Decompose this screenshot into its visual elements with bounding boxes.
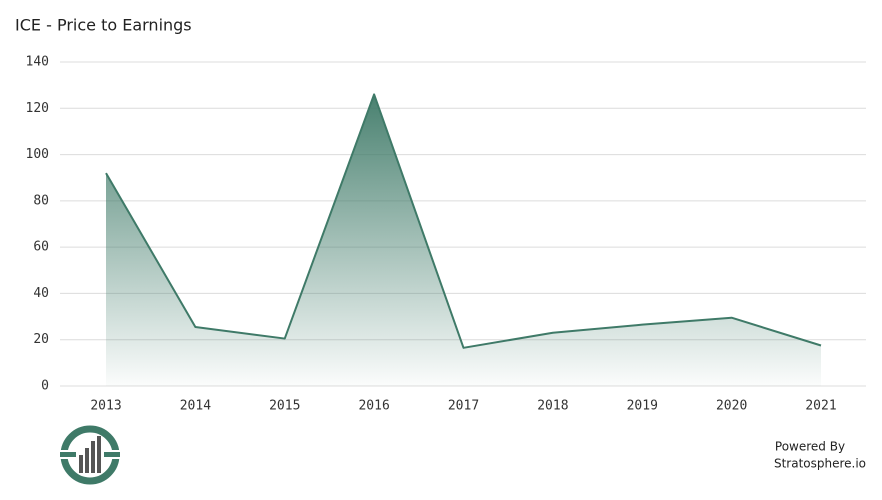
y-tick-label: 140 <box>26 55 49 70</box>
x-tick-label: 2017 <box>448 399 479 414</box>
y-tick-label: 120 <box>26 101 49 116</box>
line <box>105 93 822 349</box>
x-tick-label: 2019 <box>627 399 658 414</box>
y-tick-label: 40 <box>33 286 49 301</box>
credit: Powered By <box>775 440 845 454</box>
y-tick-label: 80 <box>33 193 49 208</box>
logo <box>58 425 122 485</box>
x-tick-label: 2021 <box>805 399 836 414</box>
x-tick-label: 2015 <box>269 399 300 414</box>
y-tick-label: 20 <box>33 332 49 347</box>
x-tick-label: 2020 <box>716 399 747 414</box>
y-tick-label: 0 <box>41 379 49 394</box>
chart-title: ICE - Price to Earnings <box>15 16 192 35</box>
credit: Stratosphere.io <box>774 457 866 471</box>
area <box>106 94 821 387</box>
x-tick-label: 2013 <box>90 399 121 414</box>
x-tick-label: 2018 <box>537 399 568 414</box>
x-tick-label: 2016 <box>358 399 389 414</box>
y-tick-label: 60 <box>33 240 49 255</box>
x-tick-label: 2014 <box>180 399 211 414</box>
y-tick-label: 100 <box>26 147 49 162</box>
